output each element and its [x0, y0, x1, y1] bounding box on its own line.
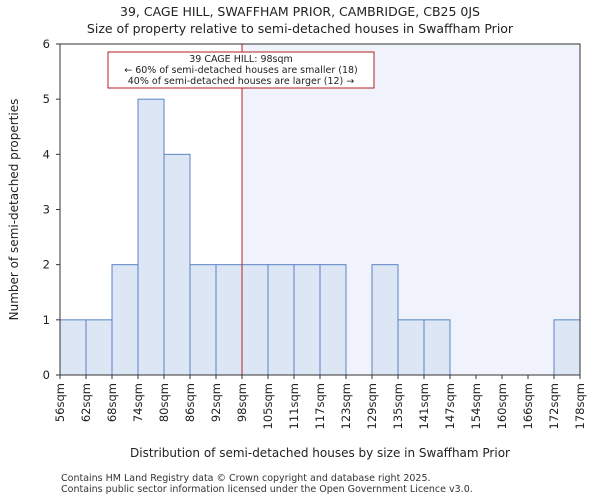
x-tick-label: 92sqm	[209, 383, 223, 422]
bar-74sqm	[137, 98, 165, 376]
chart-subtitle: Size of property relative to semi-detach…	[86, 21, 514, 36]
x-axis-label: Distribution of semi-detached houses by …	[130, 446, 510, 460]
x-tick-label: 160sqm	[495, 383, 509, 429]
annotation-line-1: 39 CAGE HILL: 98sqm	[189, 54, 293, 65]
x-tick-label: 56sqm	[53, 383, 67, 422]
annotation-line-2: ← 60% of semi-detached houses are smalle…	[124, 65, 358, 76]
x-tick-label: 80sqm	[157, 383, 171, 422]
bar-105sqm	[267, 264, 295, 376]
y-axis-label: Number of semi-detached properties	[7, 99, 21, 321]
bar-80sqm	[163, 153, 191, 376]
footer-line-1: Contains HM Land Registry data © Crown c…	[61, 473, 431, 484]
annotation-box: 39 CAGE HILL: 98sqm ← 60% of semi-detach…	[107, 51, 375, 89]
bar-172sqm	[553, 319, 581, 376]
bar-141sqm	[423, 319, 451, 376]
bar-68sqm	[111, 264, 139, 376]
x-tick-label: 154sqm	[469, 383, 483, 429]
y-tick-label: 1	[43, 313, 50, 327]
x-tick-label: 172sqm	[547, 383, 561, 429]
chart-title: 39, CAGE HILL, SWAFFHAM PRIOR, CAMBRIDGE…	[120, 4, 480, 19]
bar-56sqm	[59, 319, 87, 376]
x-tick-label: 68sqm	[105, 383, 119, 422]
x-tick-label: 105sqm	[261, 383, 275, 429]
bar-117sqm	[319, 264, 347, 376]
footer-line-2: Contains public sector information licen…	[61, 484, 473, 495]
annotation-line-3: 40% of semi-detached houses are larger (…	[128, 76, 355, 87]
bar-135sqm	[397, 319, 425, 376]
x-tick-label: 129sqm	[365, 383, 379, 429]
x-tick-label: 98sqm	[235, 383, 249, 422]
bar-111sqm	[293, 264, 321, 376]
x-tick-label: 111sqm	[287, 383, 301, 429]
bar-92sqm	[215, 264, 243, 376]
histogram-chart: 39 CAGE HILL: 98sqm ← 60% of semi-detach…	[7, 37, 587, 460]
x-tick-label: 74sqm	[131, 383, 145, 422]
y-tick-label: 2	[43, 258, 50, 272]
y-tick-label: 3	[43, 203, 50, 217]
x-tick-label: 123sqm	[339, 383, 353, 429]
x-tick-label: 86sqm	[183, 383, 197, 422]
y-tick-label: 0	[43, 368, 50, 382]
bar-86sqm	[189, 264, 217, 376]
bar-98sqm	[241, 264, 269, 376]
bar-62sqm	[85, 319, 113, 376]
x-tick-label: 166sqm	[521, 383, 535, 429]
x-tick-label: 147sqm	[443, 383, 457, 429]
bar-129sqm	[371, 264, 399, 376]
x-tick-label: 117sqm	[313, 383, 327, 429]
x-tick-label: 62sqm	[79, 383, 93, 422]
y-tick-label: 5	[43, 92, 50, 106]
x-tick-label: 135sqm	[391, 383, 405, 429]
x-tick-label: 141sqm	[417, 383, 431, 429]
y-tick-label: 6	[43, 37, 50, 51]
x-tick-label: 178sqm	[573, 383, 587, 429]
y-tick-label: 4	[43, 147, 50, 161]
